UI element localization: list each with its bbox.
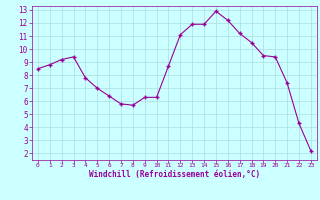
X-axis label: Windchill (Refroidissement éolien,°C): Windchill (Refroidissement éolien,°C) <box>89 170 260 179</box>
